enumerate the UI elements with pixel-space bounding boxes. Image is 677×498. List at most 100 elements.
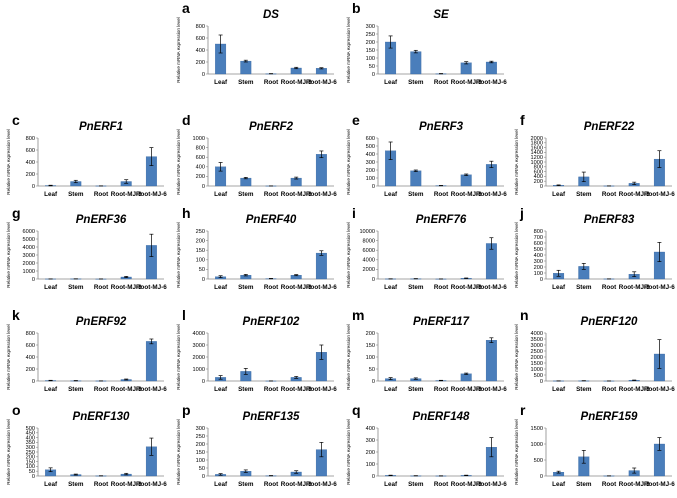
y-tick-label: 800 bbox=[26, 331, 35, 337]
x-tick-label: Leaf bbox=[44, 481, 58, 488]
x-tick-label: Root bbox=[434, 386, 449, 393]
panel-letter: q bbox=[352, 402, 361, 418]
y-tick-label: 200 bbox=[366, 331, 375, 337]
panel-title: PnERF117 bbox=[413, 316, 470, 328]
bar-root-mj-6 bbox=[145, 341, 157, 382]
x-tick-label: Stem bbox=[576, 386, 592, 393]
y-tick-label: 100 bbox=[366, 56, 375, 62]
y-tick-label: 400 bbox=[366, 426, 375, 432]
x-tick-label: Root-MJ-6 bbox=[476, 79, 507, 86]
y-tick-label: 1000 bbox=[531, 160, 543, 166]
panel-h: h PnERF40 Relative mRNA expression level 0 5… bbox=[176, 205, 337, 291]
x-tick-label: Stem bbox=[68, 191, 84, 198]
x-tick-label: Root-MJ-6 bbox=[644, 191, 675, 198]
x-tick-label: Stem bbox=[576, 191, 592, 198]
y-axis-label: Relative mRNA expression level bbox=[6, 419, 11, 484]
y-tick-label: 800 bbox=[26, 136, 35, 142]
x-tick-label: Root-MJ-6 bbox=[136, 481, 167, 488]
x-tick-label: Root-MJ-6 bbox=[306, 191, 337, 198]
y-tick-label: 150 bbox=[366, 48, 375, 54]
y-tick-label: 5000 bbox=[23, 237, 35, 243]
x-tick-label: Root-MJ-3 bbox=[281, 79, 312, 86]
y-tick-label: 6000 bbox=[23, 229, 35, 235]
y-tick-label: 3000 bbox=[531, 343, 543, 349]
y-tick-label: 300 bbox=[366, 438, 375, 444]
y-tick-label: 0 bbox=[32, 184, 35, 190]
y-tick-label: 1500 bbox=[531, 426, 543, 432]
y-tick-label: 1000 bbox=[531, 442, 543, 448]
y-tick-label: 600 bbox=[366, 136, 375, 142]
bar-stem bbox=[240, 177, 252, 187]
panel-k: k PnERF92 Relative mRNA expression level 0 2… bbox=[6, 307, 167, 393]
panel-letter: h bbox=[182, 205, 191, 221]
x-tick-label: Stem bbox=[408, 284, 424, 291]
x-tick-label: Root-MJ-3 bbox=[619, 191, 650, 198]
y-tick-label: 0 bbox=[540, 379, 543, 385]
panel-j: j PnERF83 Relative mRNA expression level 01… bbox=[514, 205, 675, 291]
x-tick-label: Root-MJ-6 bbox=[306, 284, 337, 291]
y-tick-label: 0 bbox=[372, 379, 375, 385]
panel-d: d PnERF2 Relative mRNA expression level 0 20… bbox=[176, 112, 337, 198]
y-tick-label: 3000 bbox=[193, 343, 205, 349]
x-tick-label: Root bbox=[264, 191, 279, 198]
panel-letter: p bbox=[182, 402, 191, 418]
y-tick-label: 1000 bbox=[193, 367, 205, 373]
y-tick-label: 1000 bbox=[23, 269, 35, 275]
y-tick-label: 0 bbox=[540, 184, 543, 190]
y-tick-label: 0 bbox=[32, 474, 35, 480]
x-tick-label: Root bbox=[94, 481, 109, 488]
y-axis-label: Relative mRNA expression level bbox=[176, 324, 181, 389]
x-tick-label: Leaf bbox=[214, 481, 228, 488]
x-tick-label: Leaf bbox=[214, 79, 228, 86]
y-tick-label: 200 bbox=[196, 174, 205, 180]
x-tick-label: Root-MJ-3 bbox=[619, 481, 650, 488]
x-tick-label: Root-MJ-6 bbox=[136, 191, 167, 198]
panel-r: r PnERF159 Relative mRNA expression level 0… bbox=[514, 402, 675, 488]
y-tick-label: 200 bbox=[26, 455, 35, 461]
panel-letter: d bbox=[182, 112, 191, 128]
x-tick-label: Root bbox=[264, 481, 279, 488]
y-tick-label: 600 bbox=[26, 148, 35, 154]
y-tick-label: 0 bbox=[372, 72, 375, 78]
x-tick-label: Leaf bbox=[214, 284, 228, 291]
panel-title: PnERF2 bbox=[249, 121, 294, 133]
y-tick-label: 500 bbox=[534, 458, 543, 464]
x-tick-label: Root bbox=[264, 386, 279, 393]
panel-letter: r bbox=[520, 402, 526, 418]
panel-title: PnERF36 bbox=[76, 214, 127, 226]
y-tick-label: 100 bbox=[366, 176, 375, 182]
x-tick-label: Root-MJ-3 bbox=[451, 386, 482, 393]
y-tick-label: 50 bbox=[369, 64, 375, 70]
y-tick-label: 150 bbox=[26, 459, 35, 465]
panel-letter: m bbox=[352, 307, 364, 323]
y-tick-label: 1600 bbox=[531, 145, 543, 151]
x-tick-label: Leaf bbox=[552, 481, 566, 488]
x-tick-label: Root bbox=[434, 481, 449, 488]
bar-stem bbox=[240, 60, 252, 75]
y-tick-label: 4000 bbox=[531, 331, 543, 337]
y-tick-label: 1800 bbox=[531, 141, 543, 147]
y-tick-label: 200 bbox=[366, 168, 375, 174]
x-tick-label: Stem bbox=[238, 79, 254, 86]
panel-letter: j bbox=[519, 205, 524, 221]
y-tick-label: 800 bbox=[196, 145, 205, 151]
y-tick-label: 400 bbox=[26, 435, 35, 441]
y-tick-label: 100 bbox=[26, 464, 35, 470]
panel-title: PnERF148 bbox=[413, 411, 470, 423]
x-tick-label: Leaf bbox=[214, 191, 228, 198]
x-tick-label: Root-MJ-3 bbox=[281, 386, 312, 393]
y-tick-label: 300 bbox=[366, 160, 375, 166]
panel-g: g PnERF36 Relative mRNA expression level 0 1… bbox=[6, 205, 167, 291]
x-tick-label: Leaf bbox=[384, 386, 398, 393]
y-tick-label: 1500 bbox=[531, 361, 543, 367]
panel-title: PnERF76 bbox=[416, 214, 467, 226]
y-axis-label: Relative mRNA expression level bbox=[514, 419, 519, 484]
x-tick-label: Leaf bbox=[552, 386, 566, 393]
bar-root-mj-3 bbox=[460, 174, 472, 187]
y-tick-label: 10000 bbox=[359, 229, 375, 235]
y-tick-label: 3000 bbox=[23, 253, 35, 259]
x-tick-label: Leaf bbox=[552, 191, 566, 198]
panel-title: PnERF92 bbox=[76, 316, 127, 328]
y-tick-label: 300 bbox=[196, 426, 205, 432]
y-tick-label: 4000 bbox=[23, 245, 35, 251]
